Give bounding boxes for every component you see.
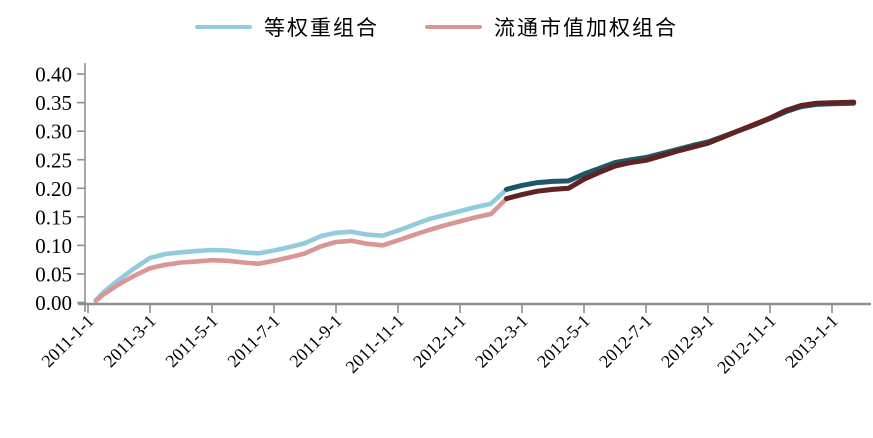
x-tick-label: 2011-7-1 bbox=[223, 311, 283, 371]
x-tick-label: 2012-11-1 bbox=[713, 311, 780, 378]
x-tick-label: 2012-7-1 bbox=[595, 311, 656, 372]
x-tick-label: 2012-5-1 bbox=[533, 311, 594, 372]
y-tick-label: 0.15 bbox=[35, 205, 72, 229]
series-line-1-light bbox=[93, 196, 509, 304]
series-line-1-dark bbox=[504, 99, 857, 202]
series-line-0-light bbox=[93, 187, 509, 303]
x-tick-label: 2012-3-1 bbox=[471, 311, 532, 372]
chart-plot-area: 0.00 0.05 0.10 0.15 0.20 0.25 0.30 0.35 0.40 2011… bbox=[35, 63, 871, 378]
legend-label-equal-weight: 等权重组合 bbox=[264, 16, 379, 40]
y-tick-label: 0.00 bbox=[35, 291, 72, 315]
y-tick-label: 0.10 bbox=[35, 234, 72, 258]
x-tick-label: 2011-1-1 bbox=[37, 311, 97, 371]
legend-line-swatch-cap-weighted bbox=[425, 25, 482, 29]
legend-item-cap-weighted: 流通市值加权组合 bbox=[425, 12, 678, 42]
legend: 等权重组合 流通市值加权组合 bbox=[0, 12, 873, 42]
legend-line-swatch-equal-weight bbox=[195, 25, 252, 29]
y-tick-label: 0.35 bbox=[35, 91, 72, 115]
x-tick-label: 2011-11-1 bbox=[342, 311, 408, 377]
series-line-0-dark bbox=[504, 100, 857, 192]
y-tick-label: 0.30 bbox=[35, 120, 72, 144]
legend-label-cap-weighted: 流通市值加权组合 bbox=[494, 16, 678, 40]
x-tick-label: 2011-3-1 bbox=[99, 311, 159, 371]
x-tick-label: 2012-9-1 bbox=[657, 311, 718, 372]
y-tick-label: 0.25 bbox=[35, 148, 72, 172]
x-tick-label: 2012-1-1 bbox=[409, 311, 470, 372]
x-tick-label: 2013-1-1 bbox=[781, 311, 842, 372]
y-tick-label: 0.20 bbox=[35, 177, 72, 201]
x-tick-label: 2011-9-1 bbox=[285, 311, 345, 371]
y-tick-label: 0.05 bbox=[35, 262, 72, 286]
legend-item-equal-weight: 等权重组合 bbox=[195, 12, 379, 42]
x-tick-label: 2011-5-1 bbox=[161, 311, 221, 371]
y-tick-label: 0.40 bbox=[35, 63, 72, 87]
